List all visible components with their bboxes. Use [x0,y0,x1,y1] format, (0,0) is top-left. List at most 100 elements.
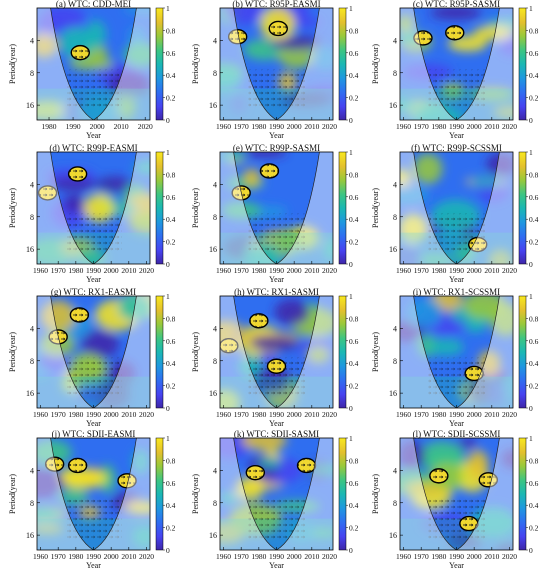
y-tick-label: 4 [213,36,217,45]
coherence-blob [42,8,85,31]
cone-of-influence-shade [37,296,150,408]
coherence-blob [495,542,513,550]
x-tick-label: 2000 [287,410,302,419]
x-tick-label: 1970 [414,266,429,275]
coherence-blob [37,439,72,466]
phase-arrows [118,473,137,488]
panel-plot-area [400,438,513,550]
panel-frame [36,7,151,121]
x-tick-label: 1960 [216,122,231,131]
phase-arrows [429,468,448,483]
y-tick-label: 4 [393,36,397,45]
colorbar-tick-label: 1 [166,434,170,443]
y-tick-label: 8 [213,69,217,78]
x-axis-label: Year [86,561,101,570]
coherence-blob [258,457,281,469]
colorbar-tick-label: 0.4 [349,71,359,80]
panel-title: (b) WTC: R95P-EASMI [232,0,320,9]
y-tick-label: 16 [209,531,217,540]
coherence-blob [123,8,150,15]
colorbar-tick-label: 1 [529,148,533,157]
phase-arrows-field [248,357,305,397]
x-tick-label: 2020 [322,410,337,419]
x-tick-label: 2020 [502,266,517,275]
phase-arrows-field [428,499,485,539]
x-tick-label: 1990 [269,552,284,561]
colorbar-tick-label: 0.6 [529,193,539,202]
coherence-blob [220,152,245,163]
cone-of-influence-shade [400,296,513,408]
coherence-blob [488,249,513,264]
colorbar [155,151,164,265]
x-tick-label: 2020 [322,552,337,561]
phase-arrows [45,457,64,472]
colorbar-tick-label: 0 [529,260,533,269]
phase-arrows-field [428,69,485,109]
x-tick-label: 1990 [449,122,464,131]
colorbar-tick-label: 0.4 [349,501,359,510]
colorbar-tick-label: 0.2 [349,238,359,247]
panel-title: (g) WTC: RX1-EASMI [51,287,136,297]
panel-plot-area [220,296,333,408]
x-tick-label: 1980 [431,552,446,561]
phase-arrows [38,185,57,200]
colorbar-tick-label: 0.6 [166,337,176,346]
colorbar [155,295,164,409]
panel-plot-area [37,152,150,264]
y-tick-label: 8 [30,213,34,222]
colorbar [338,295,347,409]
panel-title: (l) WTC: SDII-SCSSMI [413,429,501,439]
x-tick-label: 2000 [467,410,482,419]
x-tick-label: 2010 [121,552,136,561]
coherence-blob [493,105,513,119]
colorbar-tick-label: 0 [166,116,170,125]
cone-of-influence-line [413,8,500,120]
coherence-blob [400,184,430,206]
y-tick-label: 16 [389,245,397,254]
y-tick-label: 4 [393,324,397,333]
colorbar-tick-label: 0 [349,260,353,269]
x-tick-label: 2010 [114,122,129,131]
x-tick-label: 1980 [251,410,266,419]
x-tick-label: 1970 [51,410,66,419]
x-axis-label: Year [269,275,284,284]
panel-title: (k) WTC: SDII-SASMI [234,429,319,439]
colorbar-tick-label: 1 [349,434,353,443]
x-tick-label: 2000 [287,122,302,131]
coherence-blob [430,8,482,20]
x-tick-label: 2000 [90,122,105,131]
coherence-blob [499,35,513,56]
x-tick-label: 2010 [304,122,319,131]
colorbar-tick-label: 0.8 [166,314,176,323]
y-tick-label: 16 [26,531,34,540]
colorbar-tick-label: 0.2 [166,524,176,533]
x-axis-label: Year [86,419,101,428]
coherence-blob [37,523,65,535]
colorbar-tick-label: 1 [166,148,170,157]
phase-arrows [220,338,238,353]
cone-of-influence-line [50,296,137,408]
y-tick-label: 16 [209,389,217,398]
y-axis-label: Period(year) [8,474,17,514]
y-tick-label: 16 [389,531,397,540]
coherence-blob [81,329,120,359]
x-tick-label: 1980 [42,122,57,131]
phase-arrows-field [248,213,305,253]
colorbar-tick-label: 0.6 [349,193,359,202]
panel-plot-area [37,438,150,550]
coherence-blob [400,97,416,113]
coherence-blob [125,501,150,514]
colorbar-tick-label: 0.4 [529,359,539,368]
x-tick-label: 1970 [234,410,249,419]
y-tick-label: 4 [213,466,217,475]
cone-of-influence-shade [37,438,150,550]
coherence-blob [400,440,425,471]
x-axis-label: Year [449,131,464,140]
colorbar-tick-label: 0.8 [349,170,359,179]
panel-title: (j) WTC: SDII-EASMI [52,429,136,439]
